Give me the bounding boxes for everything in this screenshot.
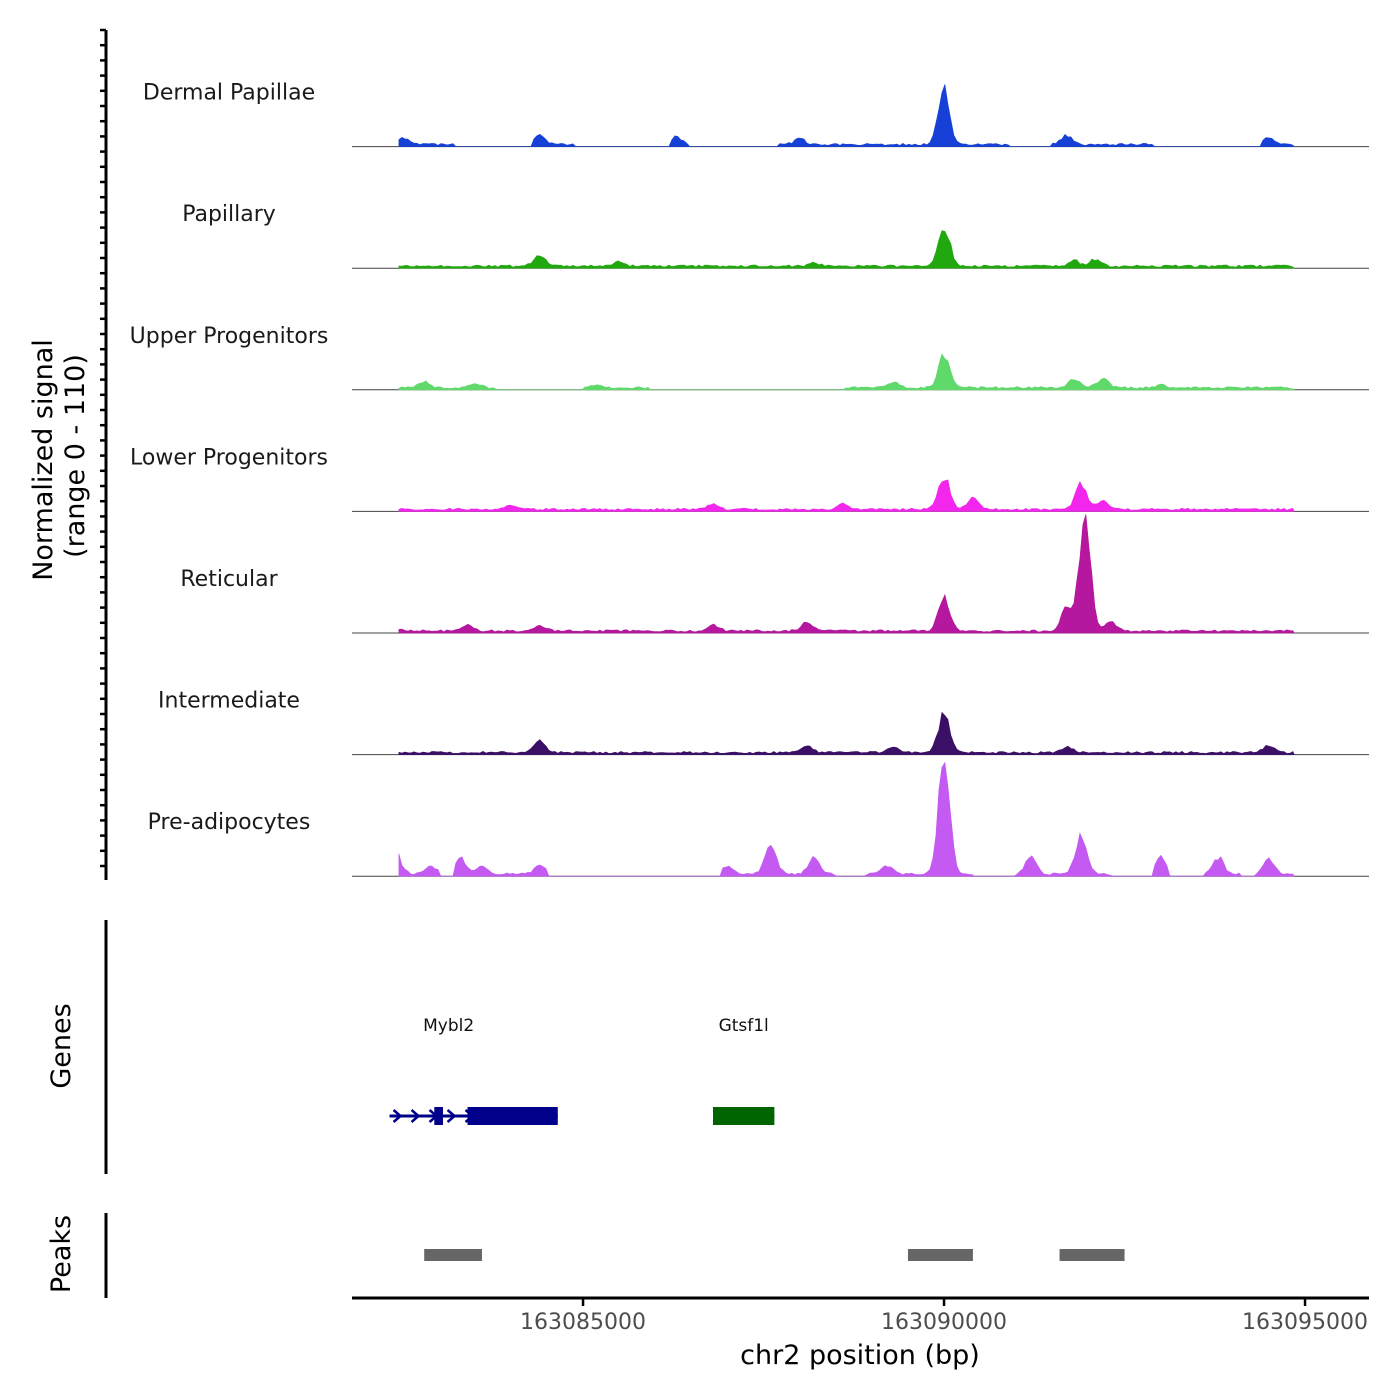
strand-arrow	[392, 1109, 403, 1123]
genes-label: Genes	[46, 1003, 77, 1088]
y-axis-label-line1: Normalized signal	[28, 339, 59, 581]
signal-area	[398, 84, 1295, 147]
signal-area	[398, 353, 1296, 391]
track-lower-progenitors: Lower Progenitors	[130, 445, 1369, 512]
track-papillary: Papillary	[182, 202, 1369, 269]
signal-area	[398, 230, 1295, 269]
peak-region	[1059, 1249, 1125, 1261]
track-label: Reticular	[180, 567, 278, 592]
signal-area	[398, 761, 1295, 877]
x-axis-ticks: 163085000 163090000 163095000	[520, 1298, 1368, 1335]
signal-area	[398, 514, 1295, 634]
peak-region	[907, 1249, 973, 1261]
track-pre-adipocytes: Pre-adipocytes	[148, 761, 1369, 877]
strand-arrow	[410, 1109, 421, 1123]
x-tick-label: 163085000	[520, 1310, 646, 1335]
gene-gtsf1l: Gtsf1l	[713, 1016, 775, 1125]
strand-arrow	[446, 1109, 457, 1123]
track-y-ticks	[100, 28, 106, 868]
gene-label: Mybl2	[423, 1016, 474, 1036]
peaks-label: Peaks	[46, 1215, 77, 1293]
tracks: Dermal Papillae Papillary Upper Progenitor…	[130, 81, 1369, 877]
peak-region	[424, 1249, 482, 1261]
signal-area	[398, 711, 1295, 755]
track-label: Lower Progenitors	[130, 445, 328, 470]
exon	[713, 1107, 775, 1125]
signal-area	[398, 479, 1295, 512]
gene-label: Gtsf1l	[719, 1016, 769, 1036]
exon	[434, 1107, 443, 1125]
track-dermal-papillae: Dermal Papillae	[143, 81, 1369, 148]
genes: Mybl2 Gtsf1l	[389, 1016, 775, 1125]
track-label: Intermediate	[158, 689, 300, 714]
x-axis-label: chr2 position (bp)	[740, 1340, 980, 1371]
y-axis-label-line2: (range 0 - 110)	[60, 354, 91, 558]
track-reticular: Reticular	[180, 514, 1369, 634]
track-label: Dermal Papillae	[143, 81, 315, 106]
track-upper-progenitors: Upper Progenitors	[130, 324, 1369, 391]
x-tick-label: 163095000	[1242, 1310, 1368, 1335]
track-intermediate: Intermediate	[158, 689, 1369, 756]
exon	[467, 1107, 558, 1125]
track-label: Upper Progenitors	[130, 324, 329, 349]
track-label: Pre-adipocytes	[148, 810, 311, 835]
peak-regions	[424, 1249, 1125, 1261]
gene-mybl2: Mybl2	[389, 1016, 558, 1125]
x-tick-label: 163090000	[881, 1310, 1007, 1335]
track-label: Papillary	[182, 202, 276, 227]
